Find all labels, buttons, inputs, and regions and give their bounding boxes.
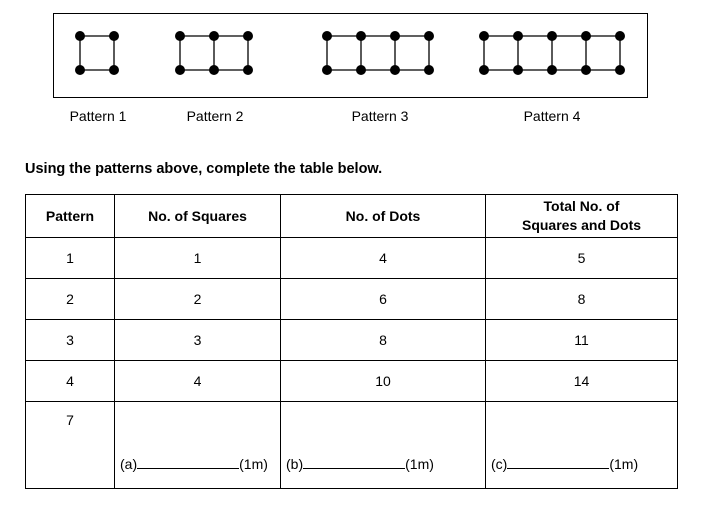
cell-total: 8 — [485, 278, 678, 320]
pattern-4-label: Pattern 4 — [523, 108, 581, 124]
pattern-dot — [209, 31, 219, 41]
answer-c-blank[interactable] — [507, 456, 610, 469]
cell-squares: 2 — [114, 278, 281, 320]
pattern-table: Pattern No. of Squares No. of Dots Total… — [25, 194, 678, 489]
cell-pattern: 7 — [25, 401, 115, 489]
cell-total: 11 — [485, 319, 678, 361]
cell-squares: 4 — [114, 360, 281, 402]
pattern-1-label: Pattern 1 — [69, 108, 127, 124]
pattern-dot — [547, 31, 557, 41]
cell-pattern: 2 — [25, 278, 115, 320]
last-pattern-number: 7 — [66, 412, 74, 428]
cell-total: 14 — [485, 360, 678, 402]
pattern-2-figure — [175, 31, 253, 75]
pattern-dot — [75, 31, 85, 41]
cell-pattern: 3 — [25, 319, 115, 361]
pattern-4-figure — [479, 31, 625, 75]
cell-total: 5 — [485, 237, 678, 279]
cell-dots: 8 — [280, 319, 486, 361]
pattern-dot — [390, 31, 400, 41]
table-header-row: Pattern No. of Squares No. of Dots Total… — [25, 194, 678, 238]
pattern-dot — [547, 65, 557, 75]
answer-c[interactable]: (c) (1m) — [491, 456, 638, 472]
pattern-3-label: Pattern 3 — [351, 108, 409, 124]
pattern-dot — [356, 31, 366, 41]
pattern-dot — [322, 31, 332, 41]
pattern-dot — [513, 65, 523, 75]
header-dots: No. of Dots — [280, 194, 486, 238]
pattern-dot — [356, 65, 366, 75]
pattern-dot — [581, 31, 591, 41]
answer-a-marks: (1m) — [239, 456, 268, 472]
answer-a-label: (a) — [120, 456, 138, 472]
pattern-dot — [109, 31, 119, 41]
answer-a[interactable]: (a) (1m) — [120, 456, 268, 472]
pattern-dot — [513, 31, 523, 41]
answer-cell-b: (b) (1m) — [280, 401, 486, 489]
answer-b-blank[interactable] — [303, 456, 406, 469]
pattern-dot — [615, 65, 625, 75]
cell-squares: 1 — [114, 237, 281, 279]
answer-b-marks: (1m) — [405, 456, 434, 472]
cell-pattern: 1 — [25, 237, 115, 279]
table-row: 2 2 6 8 — [25, 278, 678, 320]
pattern-dot — [615, 31, 625, 41]
pattern-dot — [243, 65, 253, 75]
cell-dots: 10 — [280, 360, 486, 402]
answer-c-marks: (1m) — [609, 456, 639, 472]
pattern-dot — [75, 65, 85, 75]
pattern-1-figure — [75, 31, 119, 75]
table-row-answer: 7 (a) (1m) (b) (1m) (c) (1m) — [25, 401, 678, 489]
pattern-dot — [424, 31, 434, 41]
answer-b[interactable]: (b) (1m) — [286, 456, 434, 472]
table-row: 1 1 4 5 — [25, 237, 678, 279]
pattern-dot — [175, 31, 185, 41]
header-total: Total No. of Squares and Dots — [485, 194, 678, 238]
answer-a-blank[interactable] — [137, 456, 240, 469]
pattern-dot — [109, 65, 119, 75]
pattern-3-figure — [322, 31, 434, 75]
cell-squares: 3 — [114, 319, 281, 361]
pattern-2-label: Pattern 2 — [186, 108, 244, 124]
pattern-dot — [175, 65, 185, 75]
patterns-drawing — [75, 31, 625, 75]
cell-dots: 6 — [280, 278, 486, 320]
pattern-dot — [390, 65, 400, 75]
pattern-dot — [209, 65, 219, 75]
pattern-dot — [322, 65, 332, 75]
instruction-text: Using the patterns above, complete the t… — [25, 161, 383, 177]
pattern-dot — [581, 65, 591, 75]
cell-pattern: 4 — [25, 360, 115, 402]
pattern-dot — [424, 65, 434, 75]
answer-b-label: (b) — [286, 456, 304, 472]
table-row: 4 4 10 14 — [25, 360, 678, 402]
header-squares: No. of Squares — [114, 194, 281, 238]
patterns-frame — [53, 13, 648, 98]
table-row: 3 3 8 11 — [25, 319, 678, 361]
pattern-dot — [479, 65, 489, 75]
header-pattern: Pattern — [25, 194, 115, 238]
cell-dots: 4 — [280, 237, 486, 279]
pattern-dot — [479, 31, 489, 41]
answer-cell-a: (a) (1m) — [114, 401, 281, 489]
pattern-dot — [243, 31, 253, 41]
answer-c-label: (c) — [491, 456, 508, 472]
answer-cell-c: (c) (1m) — [485, 401, 678, 489]
